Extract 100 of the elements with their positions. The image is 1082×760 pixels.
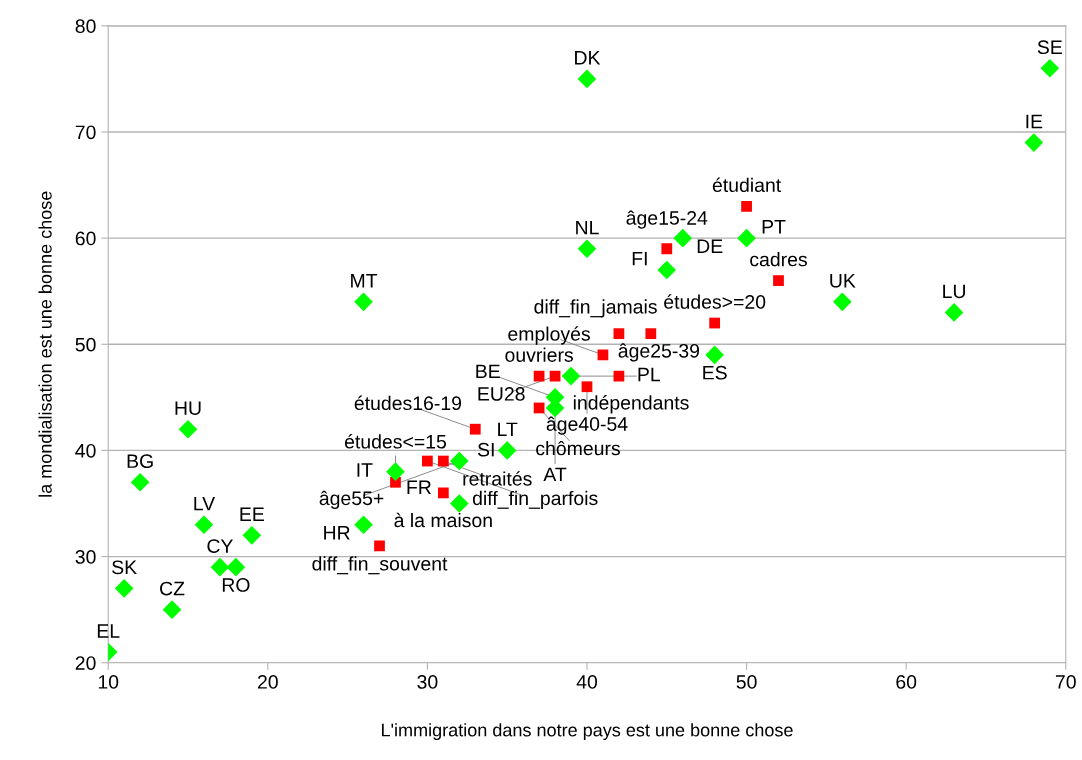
point xyxy=(130,472,150,492)
annotation: EL xyxy=(97,624,120,638)
y-tick-label: 30 xyxy=(75,550,96,564)
point xyxy=(709,317,721,329)
x-tick-label: 20 xyxy=(257,675,278,689)
y-tick-label: 40 xyxy=(75,443,96,458)
annotation: BG xyxy=(127,454,153,469)
point xyxy=(210,557,230,577)
point xyxy=(577,239,597,259)
point xyxy=(1040,58,1060,78)
point xyxy=(645,328,657,340)
annotation: étudiant xyxy=(712,177,782,193)
x-tick-label: 60 xyxy=(896,675,917,689)
annotation: cadres xyxy=(750,252,807,267)
annotation: diff_fin_souvent xyxy=(312,556,448,575)
point xyxy=(561,366,581,386)
annotation: MT xyxy=(351,274,378,288)
annotation: études>=20 xyxy=(664,294,766,309)
annotation: CZ xyxy=(160,581,185,596)
annotation: LT xyxy=(498,422,518,437)
annotation: HR xyxy=(324,526,350,540)
annotation: diff_fin_jamais xyxy=(534,299,657,318)
annotation: employés xyxy=(508,326,590,345)
point xyxy=(469,423,481,435)
y-tick-label: 50 xyxy=(75,337,96,352)
annotation: IE xyxy=(1026,114,1043,129)
point xyxy=(437,455,449,467)
annotation: SI xyxy=(477,442,494,457)
point xyxy=(833,292,852,312)
annotation: âge55+ xyxy=(319,490,384,510)
annotation: âge40-54 xyxy=(546,416,628,435)
annotation: diff_fin_parfois xyxy=(472,490,598,509)
annotation: FR xyxy=(407,480,431,494)
annotation: retraités xyxy=(463,471,532,486)
point xyxy=(613,370,625,382)
point xyxy=(705,345,724,365)
point xyxy=(178,419,198,439)
point xyxy=(661,243,673,255)
annotation: RO xyxy=(222,578,250,592)
point xyxy=(577,69,597,89)
point xyxy=(354,515,373,535)
annotation: CY xyxy=(207,539,233,553)
annotation: NL xyxy=(576,220,599,235)
point xyxy=(194,515,214,535)
point xyxy=(374,540,385,552)
point xyxy=(386,462,405,481)
point xyxy=(549,370,561,382)
point xyxy=(354,292,373,312)
annotation: à la maison xyxy=(394,512,492,528)
y-tick-label: 70 xyxy=(75,125,96,140)
annotation: UK xyxy=(830,274,856,288)
annotation: BE xyxy=(476,364,500,379)
annotation: âge25-39 xyxy=(618,343,700,362)
x-tick-label: 40 xyxy=(576,675,598,689)
point xyxy=(581,381,593,393)
annotation: SE xyxy=(1037,40,1062,55)
x-tick-label: 70 xyxy=(1055,675,1076,689)
point xyxy=(114,579,134,598)
point xyxy=(162,600,182,619)
annotation: LV xyxy=(194,496,216,511)
annotation: EE xyxy=(240,507,264,521)
y-axis-title: la mondialisation est une bonne chose xyxy=(38,191,52,497)
annotation: âge15-24 xyxy=(626,210,708,229)
annotation: FI xyxy=(632,251,647,266)
x-tick-label: 10 xyxy=(98,675,119,689)
point xyxy=(741,200,752,212)
point xyxy=(226,557,246,577)
y-tick-label: 20 xyxy=(75,656,96,670)
x-tick-label: 50 xyxy=(736,675,757,689)
annotation: DK xyxy=(575,51,601,65)
y-tick-label: 60 xyxy=(75,231,96,246)
annotation: PT xyxy=(762,220,786,234)
annotation: IT xyxy=(357,463,373,477)
annotation: PL xyxy=(638,367,661,382)
annotation: DE xyxy=(697,239,723,253)
point xyxy=(242,526,262,545)
y-tick-label: 80 xyxy=(75,19,96,34)
x-axis-title: L'immigration dans notre pays est une bonne chose xyxy=(382,723,793,741)
annotation: études16-19 xyxy=(354,395,462,411)
point xyxy=(437,487,449,499)
point xyxy=(737,228,756,248)
point xyxy=(449,451,469,471)
annotation: indépendants xyxy=(573,395,689,414)
annotation: HU xyxy=(175,401,201,415)
point xyxy=(422,455,433,467)
point xyxy=(657,260,677,280)
annotation: EU28 xyxy=(478,387,525,401)
annotation: études<=15 xyxy=(344,434,447,449)
point xyxy=(449,494,469,513)
annotation: ES xyxy=(703,365,727,380)
x-tick-label: 30 xyxy=(417,675,438,689)
point xyxy=(673,228,693,248)
point xyxy=(773,275,784,286)
annotation: chômeurs xyxy=(536,440,620,456)
point xyxy=(613,328,625,340)
point xyxy=(497,441,517,460)
point xyxy=(533,370,545,382)
annotation: ouvriers xyxy=(505,347,573,362)
point xyxy=(1024,133,1044,152)
annotation: AT xyxy=(543,467,567,482)
